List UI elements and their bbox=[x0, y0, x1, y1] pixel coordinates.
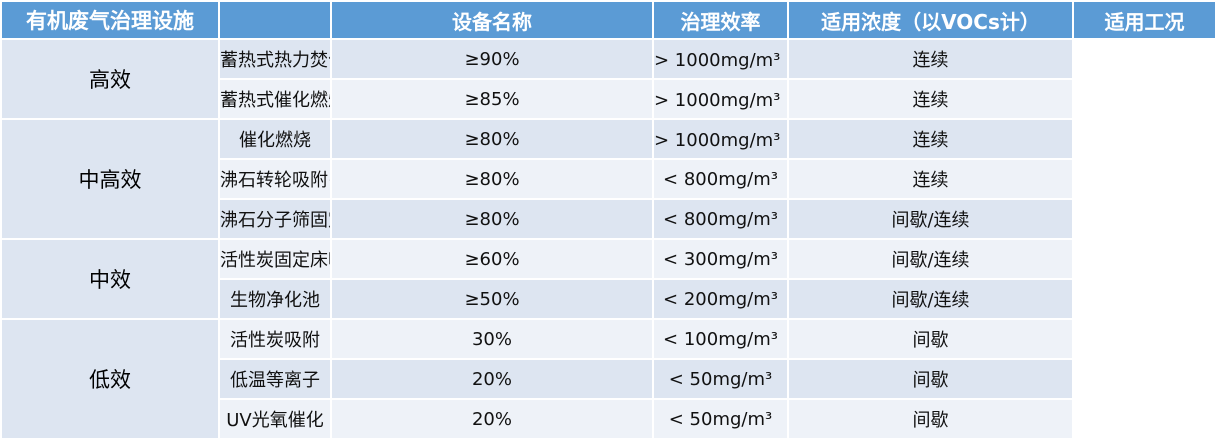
header-name: 设备名称 bbox=[330, 0, 654, 40]
condition-cell: 间歇 bbox=[787, 318, 1074, 360]
header-condition: 适用工况 bbox=[1072, 0, 1215, 40]
efficiency-cell: ≥85% bbox=[330, 78, 654, 120]
table-row: 低温等离子 20% < 50mg/m³ 间歇 bbox=[1, 358, 1215, 400]
efficiency-cell: ≥60% bbox=[330, 238, 654, 280]
header-concentration: 适用浓度（以VOCs计） bbox=[787, 0, 1074, 40]
device-name-cell: 沸石转轮吸附+CO bbox=[218, 158, 332, 200]
condition-cell: 间歇 bbox=[787, 358, 1074, 400]
condition-cell: 连续 bbox=[787, 118, 1074, 160]
header-efficiency: 治理效率 bbox=[652, 0, 789, 40]
group-label: 中高效 bbox=[0, 118, 220, 240]
device-name-cell: 生物净化池 bbox=[218, 278, 332, 320]
concentration-cell: < 800mg/m³ bbox=[652, 198, 789, 240]
efficiency-cell: ≥80% bbox=[330, 198, 654, 240]
concentration-cell: > 1000mg/m³ < 爆炸限值 bbox=[652, 38, 789, 80]
concentration-cell: < 50mg/m³ bbox=[652, 398, 789, 440]
table-row: 低效 活性炭吸附 30% < 100mg/m³ 间歇 bbox=[0, 318, 1215, 440]
concentration-cell: < 200mg/m³ bbox=[652, 278, 789, 320]
device-name-cell: 蓄热式热力焚化炉 bbox=[218, 38, 332, 80]
concentration-cell: < 300mg/m³ bbox=[652, 238, 789, 280]
table-row: 高效蓄热式热力焚化炉≥90%> 1000mg/m³ < 爆炸限值连续 bbox=[0, 38, 1215, 120]
device-name-cell: 活性炭吸附 bbox=[218, 318, 332, 360]
efficiency-cell: 20% bbox=[330, 398, 654, 440]
header-row: 有机废气治理设施 设备名称 治理效率 适用浓度（以VOCs计） 适用工况 bbox=[0, 0, 1215, 40]
group-label: 中效 bbox=[0, 238, 220, 320]
efficiency-cell: 30% bbox=[330, 318, 654, 360]
header-category bbox=[218, 0, 332, 40]
concentration-cell: > 1000mg/m³ < 爆炸限值 bbox=[652, 78, 789, 120]
condition-cell: 连续 bbox=[787, 38, 1074, 80]
efficiency-cell: ≥80% bbox=[330, 118, 654, 160]
device-name-cell: 催化燃烧 bbox=[218, 118, 332, 160]
efficiency-cell: ≥50% bbox=[330, 278, 654, 320]
device-name-cell: 活性炭固定床吸附+CO bbox=[218, 238, 332, 280]
concentration-cell: < 50mg/m³ bbox=[652, 358, 789, 400]
device-name-cell: 低温等离子 bbox=[218, 358, 332, 400]
side-label: 有机废气治理设施 bbox=[0, 0, 220, 40]
table-row: 蓄热式催化燃烧≥85%> 1000mg/m³ < 爆炸限值连续 bbox=[1, 78, 1215, 120]
concentration-cell: < 800mg/m³ bbox=[652, 158, 789, 200]
table-row: 生物净化池 ≥50% < 200mg/m³ 间歇/连续 bbox=[1, 278, 1215, 320]
condition-cell: 间歇/连续 bbox=[787, 278, 1074, 320]
efficiency-cell: ≥90% bbox=[330, 38, 654, 80]
condition-cell: 连续 bbox=[787, 158, 1074, 200]
group-label: 低效 bbox=[0, 318, 220, 440]
condition-cell: 间歇 bbox=[787, 398, 1074, 440]
concentration-cell: < 100mg/m³ bbox=[652, 318, 789, 360]
condition-cell: 间歇/连续 bbox=[787, 238, 1074, 280]
concentration-cell: > 1000mg/m³ < 爆炸限值 bbox=[652, 118, 789, 160]
group-label: 高效 bbox=[0, 38, 220, 120]
condition-cell: 间歇/连续 bbox=[787, 198, 1074, 240]
device-name-cell: UV光氧催化 bbox=[218, 398, 332, 440]
device-name-cell: 蓄热式催化燃烧 bbox=[218, 78, 332, 120]
condition-cell: 连续 bbox=[787, 78, 1074, 120]
efficiency-cell: 20% bbox=[330, 358, 654, 400]
efficiency-cell: ≥80% bbox=[330, 158, 654, 200]
device-name-cell: 沸石分子筛固定床吸附+CO bbox=[218, 198, 332, 240]
